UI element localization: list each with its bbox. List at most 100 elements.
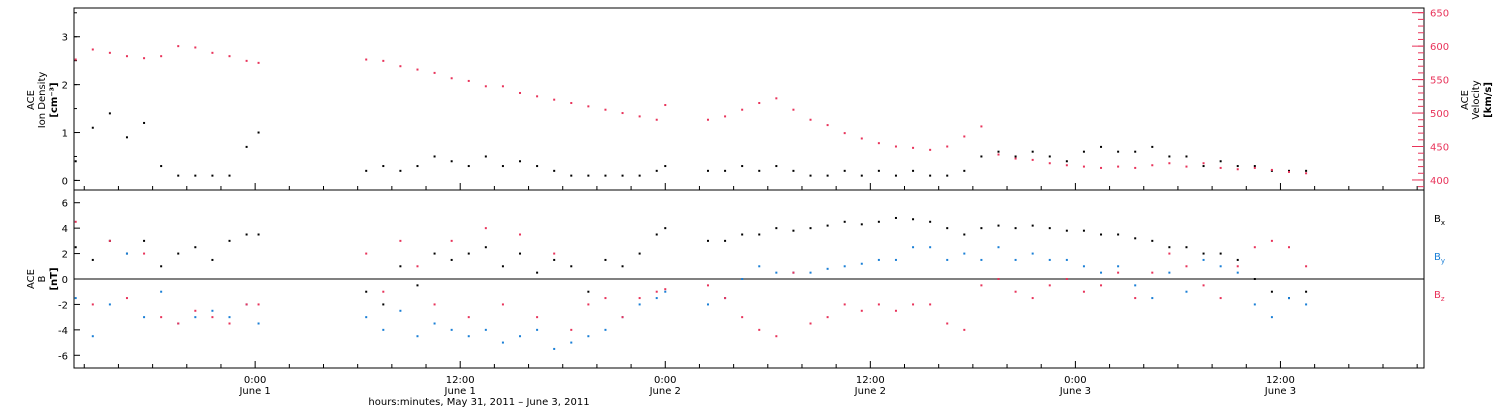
velocity-point <box>108 51 111 54</box>
density-point <box>108 112 111 115</box>
by-point <box>946 258 949 261</box>
density-point <box>980 155 983 158</box>
bz-point <box>177 322 180 325</box>
by-point <box>894 258 897 261</box>
velocity-series <box>74 45 1308 175</box>
by-point <box>1236 271 1239 274</box>
bx-point <box>621 265 624 268</box>
by-point <box>570 341 573 344</box>
bx-point <box>143 239 146 242</box>
velocity-point <box>399 65 402 68</box>
by-point <box>1219 265 1222 268</box>
bfield-axis-title-line2: B <box>37 275 48 282</box>
bx-point <box>365 290 368 293</box>
bx-point <box>1100 233 1103 236</box>
bx-point <box>664 227 667 230</box>
density-point <box>1082 150 1085 153</box>
bx-point <box>536 271 539 274</box>
bx-point <box>484 246 487 249</box>
velocity-point <box>570 102 573 105</box>
density-tick-label: 1 <box>62 129 68 140</box>
x-tick-time-label: 0:00 <box>654 375 676 386</box>
bz-point <box>1082 290 1085 293</box>
velocity-point <box>860 137 863 140</box>
density-point <box>758 169 761 172</box>
bz-point <box>382 290 385 293</box>
density-point <box>91 126 94 129</box>
bz-point <box>621 316 624 319</box>
density-point <box>1117 150 1120 153</box>
bz-point <box>108 239 111 242</box>
density-point <box>894 174 897 177</box>
bz-point <box>997 278 1000 280</box>
velocity-point <box>1288 170 1290 173</box>
bx-series <box>74 216 1308 306</box>
density-point <box>1100 145 1103 148</box>
bx-point <box>1253 278 1256 280</box>
velocity-point <box>1253 166 1256 169</box>
bz-point <box>143 252 146 255</box>
legend-item-Bx: Bx <box>1434 214 1445 227</box>
bx-point <box>211 258 214 261</box>
density-point <box>160 165 163 168</box>
density-point <box>1151 145 1154 148</box>
bx-point <box>160 265 163 268</box>
density-point <box>843 169 846 172</box>
bfield-tick-label: -2 <box>58 300 68 311</box>
by-point <box>912 246 915 249</box>
bx-point <box>1014 227 1017 230</box>
bfield-axis-unit: [nT] <box>49 267 60 290</box>
velocity-point <box>775 97 778 100</box>
by-point <box>929 246 932 249</box>
velocity-tick-label: 650 <box>1430 9 1449 20</box>
velocity-point <box>245 59 248 62</box>
density-axis-title: ACE Ion Density [cm⁻³] <box>26 72 60 129</box>
density-point <box>1219 160 1222 163</box>
bfield-tick-label: -4 <box>58 326 68 337</box>
by-point <box>143 316 146 319</box>
by-point <box>1185 290 1188 293</box>
velocity-point <box>1014 157 1017 160</box>
velocity-point <box>758 102 761 105</box>
bx-point <box>792 229 795 232</box>
bz-point <box>826 316 829 319</box>
bx-point <box>501 265 504 268</box>
bz-point <box>758 328 761 331</box>
velocity-axis-title-line1: ACE <box>1460 90 1471 110</box>
by-point <box>860 262 863 265</box>
velocity-point <box>382 59 385 62</box>
velocity-point <box>638 115 641 118</box>
legend-item-Bz: Bz <box>1434 290 1445 303</box>
bx-point <box>655 233 658 236</box>
velocity-point <box>706 118 709 121</box>
bz-point <box>1219 297 1222 300</box>
velocity-point <box>997 153 1000 156</box>
density-point <box>433 155 436 158</box>
velocity-point <box>416 68 419 71</box>
velocity-axis-title-line2: Velocity <box>1471 80 1482 119</box>
density-point <box>450 160 453 163</box>
bfield-tick-label: 6 <box>62 199 68 210</box>
velocity-point <box>501 85 504 88</box>
bz-point <box>1270 239 1273 242</box>
by-point <box>467 335 470 338</box>
density-point <box>912 169 915 172</box>
density-point <box>382 165 385 168</box>
by-point <box>826 267 829 270</box>
by-point <box>741 278 744 280</box>
velocity-point <box>433 71 436 74</box>
by-point <box>1065 258 1068 261</box>
bz-point <box>1151 271 1154 274</box>
density-point <box>929 174 932 177</box>
density-point <box>1253 165 1256 168</box>
density-point <box>877 169 880 172</box>
by-point <box>125 252 128 255</box>
bx-point <box>1031 224 1034 227</box>
bz-point <box>963 328 966 331</box>
bx-point <box>604 258 607 261</box>
bz-point <box>741 316 744 319</box>
density-axis-ticks: 0 1 2 3 <box>62 12 80 187</box>
bx-point <box>980 227 983 230</box>
by-point <box>365 316 368 319</box>
density-point <box>519 160 522 163</box>
